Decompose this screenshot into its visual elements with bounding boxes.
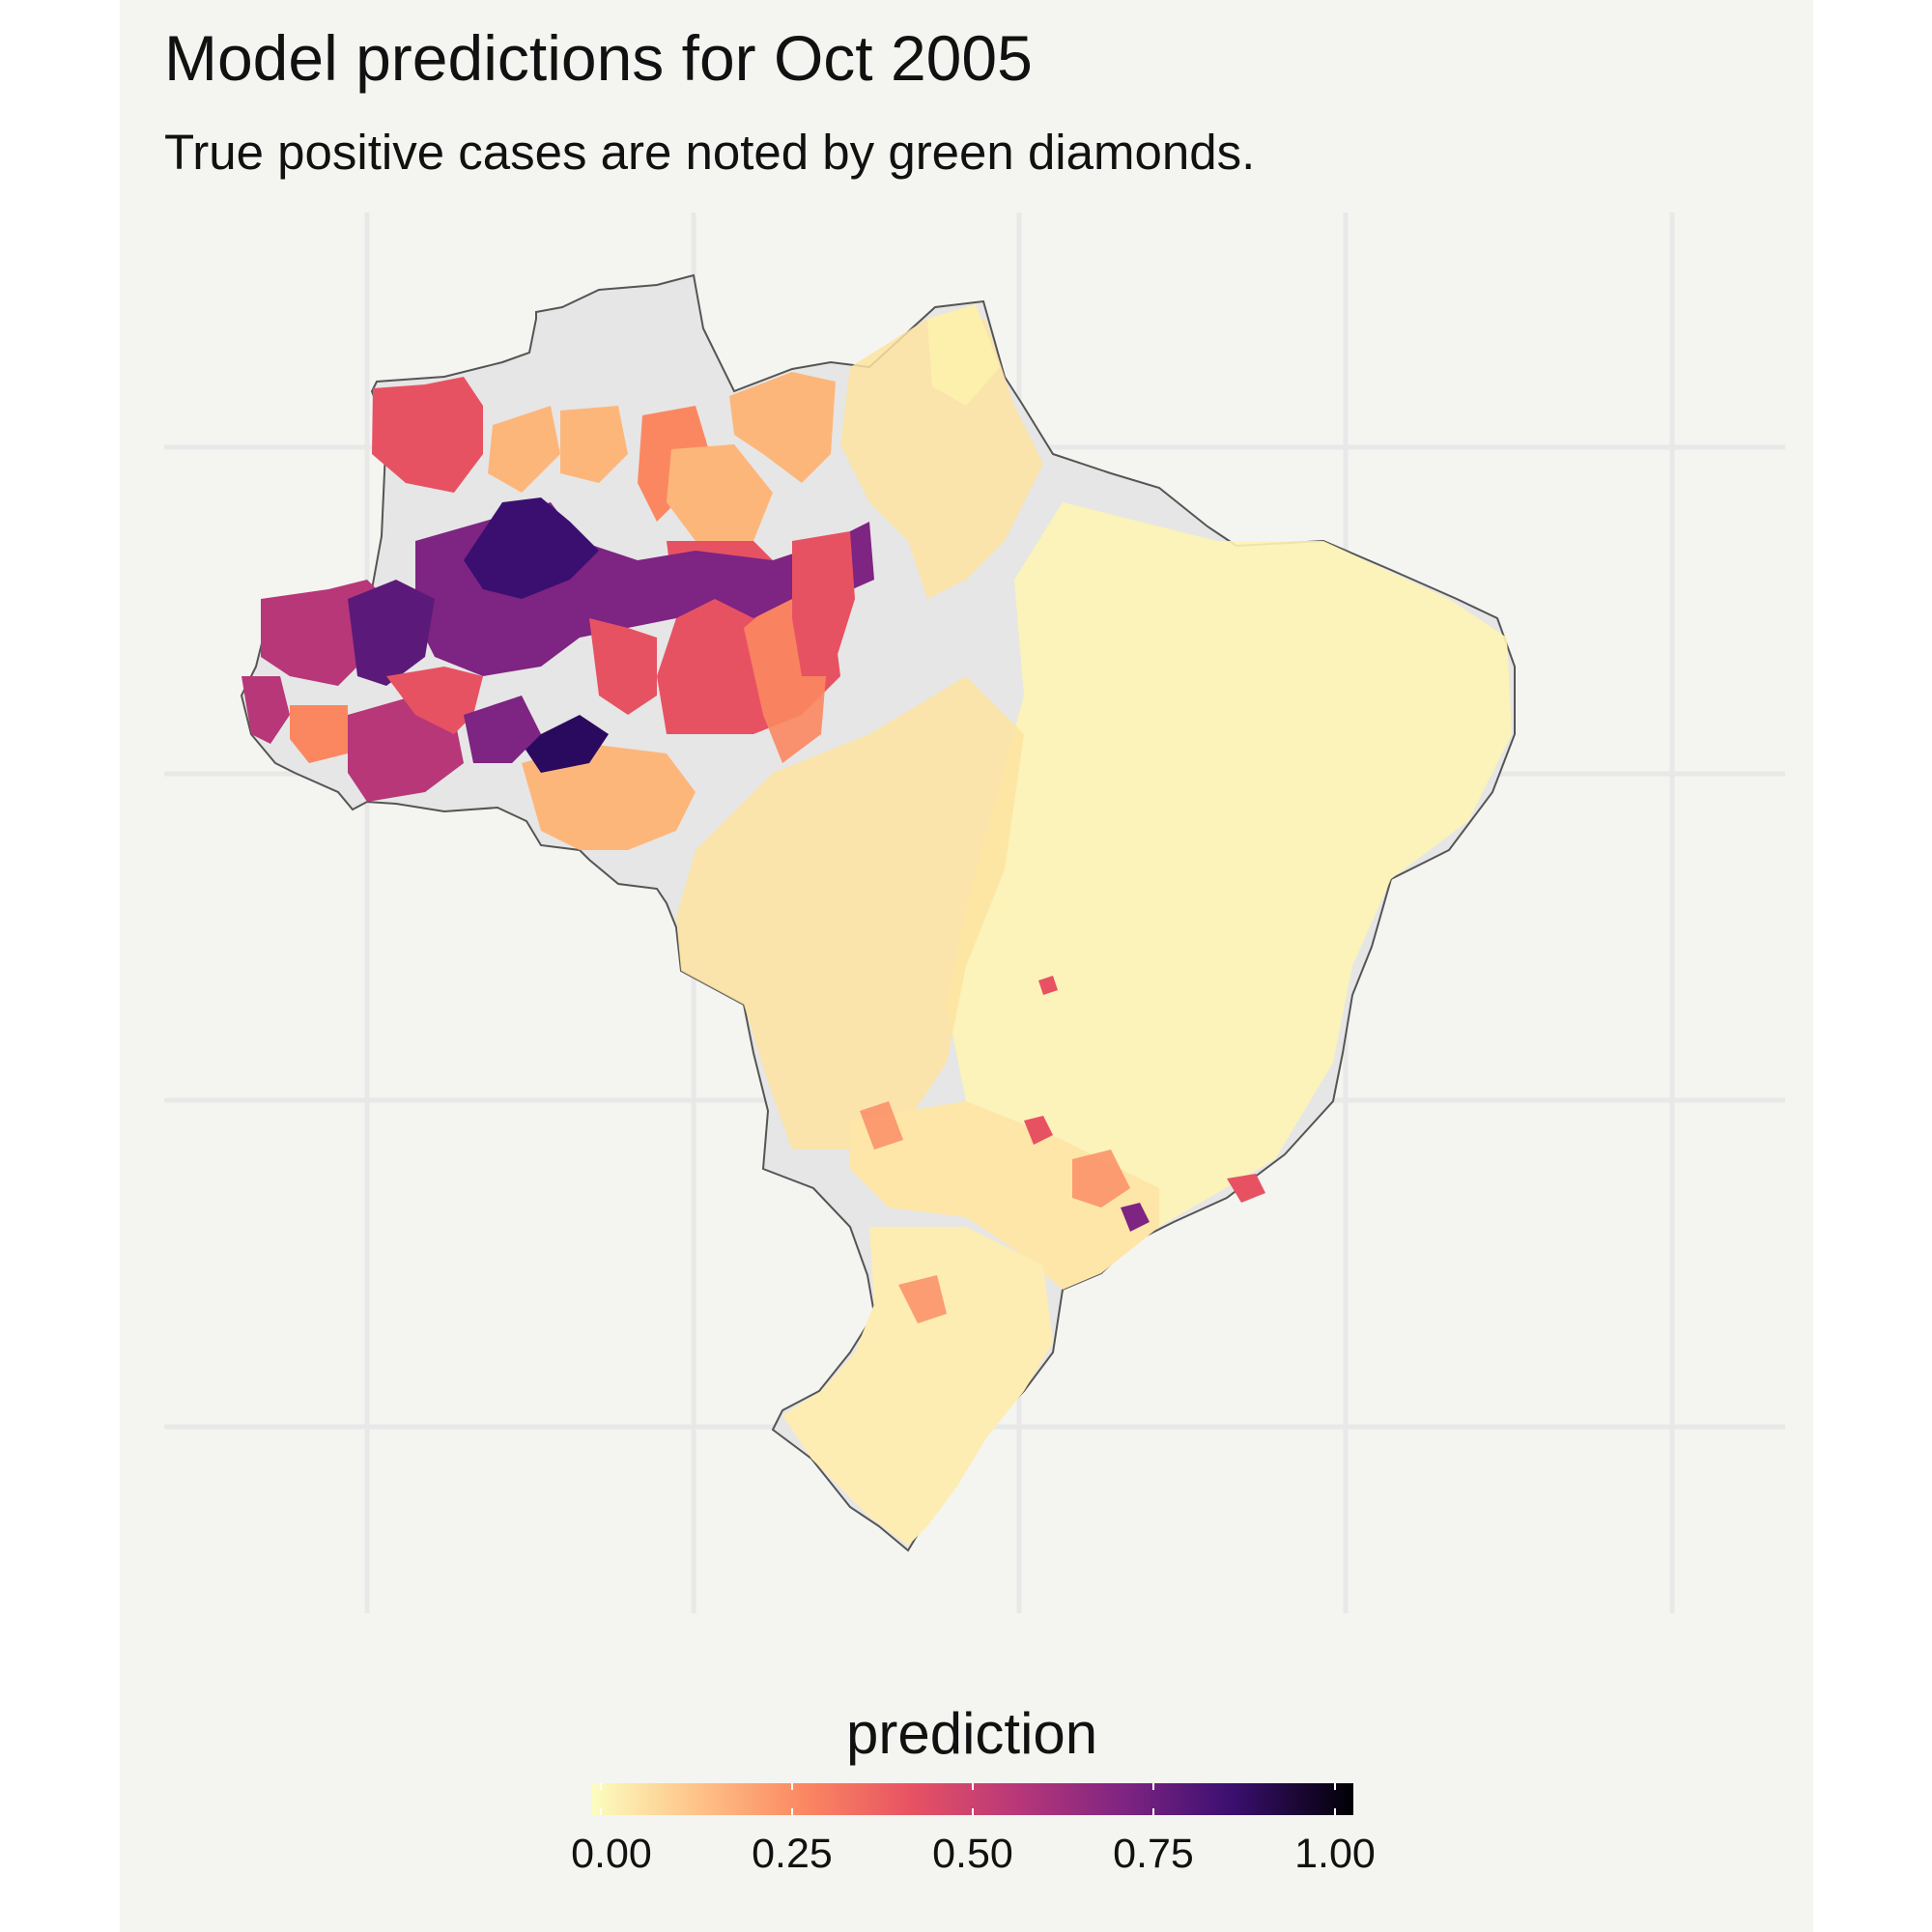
region-rio-cluster — [1227, 1174, 1265, 1203]
municipality-fills — [242, 304, 1512, 1546]
legend-tick-label-100: 1.00 — [1294, 1831, 1376, 1877]
region-rondonia — [522, 744, 696, 850]
region-southeast — [850, 1101, 1159, 1290]
region-amazon-dark — [464, 497, 599, 599]
region-central-west — [676, 676, 1024, 1150]
legend-tick-label-050: 0.50 — [932, 1831, 1013, 1877]
region-para-west — [792, 531, 855, 676]
region-roraima — [729, 372, 836, 483]
region-sp-cluster-2 — [1024, 1116, 1053, 1145]
region-north-amazonas-2 — [667, 444, 773, 541]
legend-tick-label-0: 0.00 — [571, 1831, 652, 1877]
region-south-cluster — [898, 1275, 947, 1323]
region-javari — [242, 676, 290, 744]
chart-title: Model predictions for Oct 2005 — [164, 22, 1033, 94]
region-madeira-dark — [522, 715, 609, 773]
legend-title: prediction — [846, 1701, 1098, 1766]
legend — [592, 1783, 1353, 1815]
region-rio-negro-upper — [560, 406, 628, 483]
region-west-amazon-dark — [348, 580, 435, 686]
region-south — [782, 1227, 1053, 1546]
legend-tick-label-025: 0.25 — [752, 1831, 833, 1877]
region-para-yellow — [840, 319, 1043, 599]
chart-subtitle: True positive cases are noted by green d… — [164, 125, 1256, 180]
region-mt-orange — [860, 1101, 903, 1150]
region-purus — [386, 667, 483, 734]
region-sp-cluster-1 — [1072, 1150, 1130, 1208]
region-sul-amazonas — [589, 618, 657, 715]
region-northeast — [947, 502, 1512, 1236]
region-northwest — [488, 406, 560, 493]
region-jurua — [372, 377, 483, 493]
region-goias-spot — [1038, 976, 1058, 995]
legend-tick-label-075: 0.75 — [1113, 1831, 1194, 1877]
legend-ticks — [600, 1783, 1336, 1815]
region-sao-paulo — [1121, 1203, 1150, 1232]
region-amapa — [927, 304, 1000, 406]
region-madeira — [464, 696, 541, 763]
region-acre-orange — [290, 705, 348, 763]
